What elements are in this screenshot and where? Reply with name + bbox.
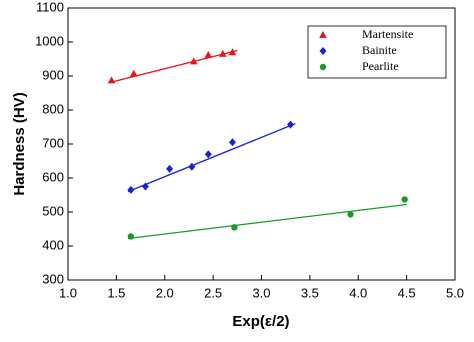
marker-circle (347, 211, 354, 218)
marker-circle (319, 63, 327, 71)
marker-triangle (189, 57, 198, 65)
y-tick-label: 700 (42, 135, 64, 150)
legend-label: Pearlite (362, 59, 399, 73)
y-tick-label: 500 (42, 203, 64, 218)
trendline (127, 203, 407, 240)
legend-box (307, 25, 447, 79)
y-tick-label: 400 (42, 237, 64, 252)
x-tick-label: 1.5 (107, 285, 125, 300)
trendline (127, 122, 296, 193)
y-axis-title: Hardness (HV) (11, 92, 28, 195)
trendline (111, 49, 238, 83)
marker-triangle (219, 49, 227, 57)
marker-triangle (204, 50, 213, 58)
x-tick-label: 5.0 (446, 285, 464, 300)
y-tick-label: 600 (42, 169, 64, 184)
marker-triangle (319, 31, 327, 38)
y-tick-label: 1100 (36, 0, 64, 14)
y-tick-label: 800 (42, 101, 64, 116)
marker-diamond (228, 138, 236, 147)
marker-triangle (129, 69, 138, 77)
marker-triangle (107, 76, 116, 84)
x-tick-label: 2.0 (156, 285, 174, 300)
y-tick-label: 300 (42, 271, 64, 286)
marker-diamond (287, 120, 295, 129)
marker-diamond (319, 47, 327, 55)
marker-triangle (228, 48, 237, 56)
marker-circle (231, 224, 238, 231)
x-tick-label: 3.5 (301, 285, 319, 300)
y-tick-label: 900 (42, 67, 64, 82)
marker-circle (401, 196, 408, 203)
marker-diamond (166, 164, 174, 173)
marker-diamond (188, 162, 196, 171)
marker-diamond (127, 185, 135, 194)
legend-label: Bainite (362, 43, 397, 57)
marker-diamond (204, 150, 212, 159)
x-tick-label: 4.0 (349, 285, 367, 300)
x-tick-label: 2.5 (204, 285, 222, 300)
marker-circle (127, 233, 135, 240)
y-tick-label: 1000 (35, 33, 64, 48)
x-tick-label: 4.5 (398, 285, 416, 300)
x-tick-label: 1.0 (59, 285, 77, 300)
x-axis-title: Exp(ε/2) (232, 313, 289, 330)
marker-diamond (141, 182, 149, 191)
legend-label: Martensite (362, 27, 413, 41)
x-tick-label: 3.0 (252, 285, 270, 300)
